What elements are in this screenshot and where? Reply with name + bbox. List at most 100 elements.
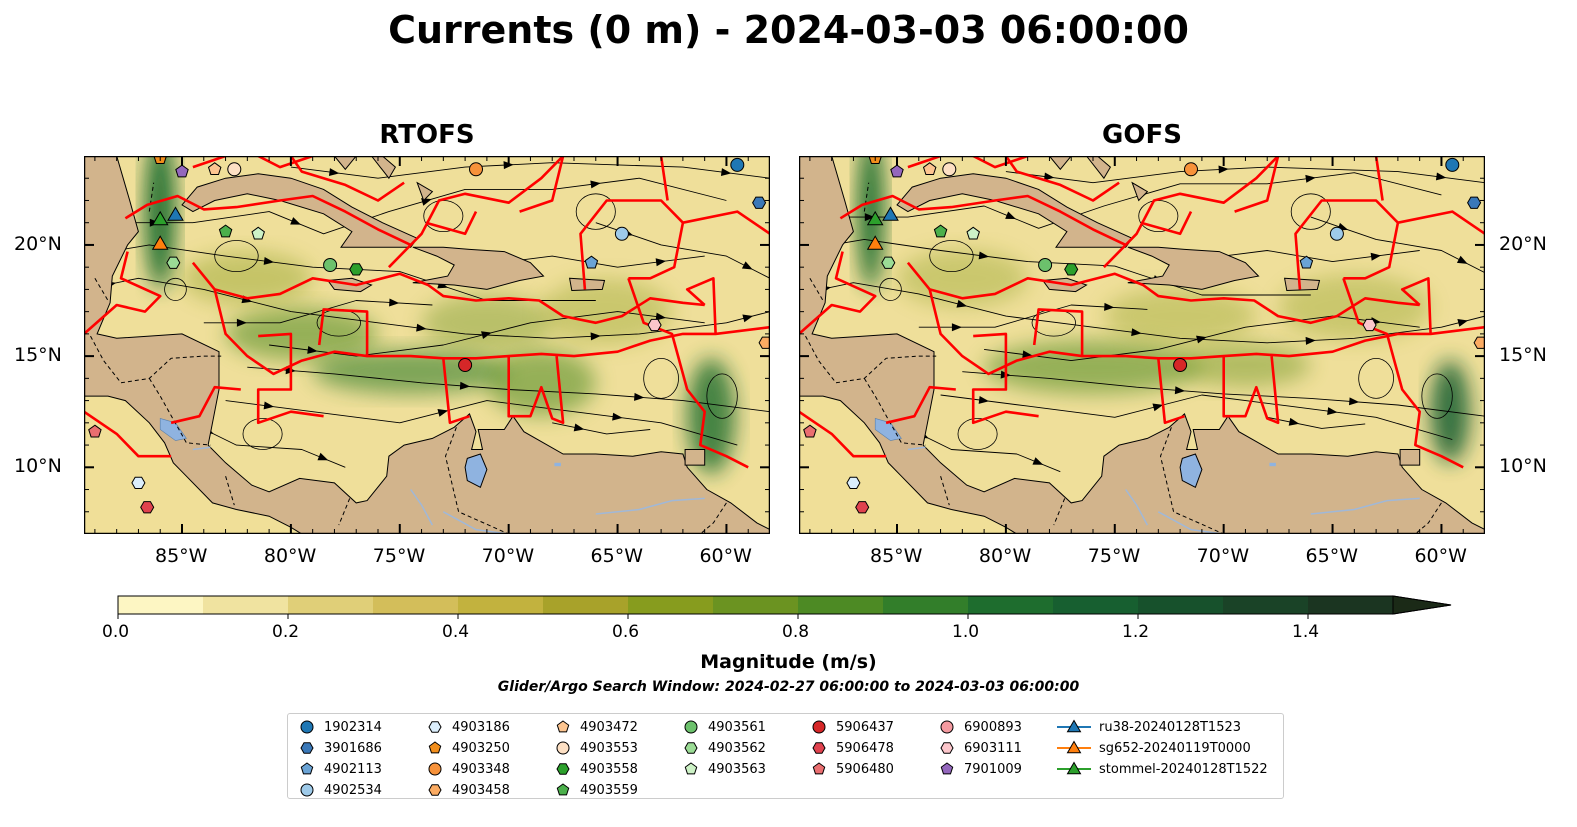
streamline-arrow <box>1043 172 1055 181</box>
argo-float-marker <box>175 164 189 178</box>
argo-float-marker <box>166 256 181 269</box>
legend-label: 6900893 <box>964 719 1022 735</box>
argo-float-marker <box>349 263 364 276</box>
land-mass <box>568 277 606 292</box>
eez-boundary <box>659 156 669 201</box>
legend-symbol <box>428 721 442 733</box>
eez-boundary <box>1294 199 1400 290</box>
lon-tick-label: 85°W <box>870 545 923 567</box>
argo-float-marker <box>966 226 980 240</box>
country-border <box>1053 498 1066 526</box>
argo-float-marker <box>803 424 817 438</box>
country-border <box>809 278 824 301</box>
argo-float-marker <box>323 258 338 272</box>
argo-float-marker <box>88 424 102 438</box>
colorbar-tick-label: 0.2 <box>272 622 300 642</box>
streamline-arrow <box>573 423 585 432</box>
eez-boundary <box>387 156 565 269</box>
legend-entry: 4903559 <box>554 782 638 798</box>
streamline-arrow <box>1196 335 1207 344</box>
argo-float-marker <box>1329 226 1344 241</box>
current-speed-zone <box>421 293 553 352</box>
argo-float-marker <box>1299 255 1314 269</box>
argo-float-marker <box>218 224 233 238</box>
current-speed-zone <box>1103 287 1257 345</box>
streamline-arrow <box>978 395 990 404</box>
current-speed-zone <box>312 349 509 394</box>
legend-symbol <box>940 720 954 734</box>
streamline-eddy <box>706 373 738 419</box>
streamline <box>225 400 738 446</box>
legend-label: sg652-20240119T0000 <box>1099 740 1251 756</box>
land-mass <box>412 246 545 290</box>
colorbar-extend-arrow <box>1392 595 1452 615</box>
legend-marker <box>300 783 314 797</box>
eez-boundary <box>928 289 1485 376</box>
eez-boundary <box>907 156 942 169</box>
land-mass <box>684 449 706 466</box>
argo-float-marker <box>207 162 222 176</box>
lon-tick-label: 60°W <box>1414 545 1467 567</box>
legend-symbol <box>812 762 826 775</box>
panel-title-rtofs: RTOFS <box>379 120 475 150</box>
lon-tick-label: 70°W <box>481 545 535 567</box>
colorbar-segment <box>1053 596 1139 614</box>
streamline-eddy <box>879 277 902 301</box>
eez-boundary <box>442 358 470 425</box>
country-border <box>148 378 211 446</box>
legend-entry: 4903562 <box>682 740 766 756</box>
argo-float-marker <box>1467 196 1482 209</box>
colorbar-segment <box>628 596 714 614</box>
streamline-arrow <box>1349 397 1360 406</box>
streamline-eddy <box>643 357 679 399</box>
colorbar-tick-label: 0.0 <box>102 622 130 642</box>
lat-tick-label-left: 20°N <box>14 232 62 255</box>
streamline-arrow <box>328 168 340 177</box>
legend-marker <box>940 762 954 775</box>
legend-entry: 6900893 <box>938 719 1022 735</box>
argo-float-marker <box>1445 157 1460 172</box>
legend-label: 4903186 <box>452 719 510 735</box>
eez-boundary <box>1140 211 1193 236</box>
legend-symbol <box>556 783 570 796</box>
legend-label: 4903558 <box>580 761 638 777</box>
country-border <box>225 476 235 506</box>
legend-marker <box>1057 761 1091 775</box>
streamline <box>831 172 1442 229</box>
land-mass <box>333 156 357 171</box>
streamline-arrow <box>1152 403 1164 412</box>
streamline-arrow <box>459 381 471 390</box>
colorbar-tick-label: 0.8 <box>782 622 810 642</box>
legend-entry: 4903561 <box>682 719 766 735</box>
eez-boundary <box>84 410 172 458</box>
lat-tick-label-right: 20°N <box>1499 232 1547 255</box>
legend-entry: 6903111 <box>938 740 1022 756</box>
eez-boundary <box>256 332 324 425</box>
legend-entry: 3901686 <box>298 740 382 756</box>
legend-marker <box>556 783 570 796</box>
colorbar-segment <box>373 596 459 614</box>
legend-symbol <box>300 742 314 754</box>
streamline-arrow <box>1288 417 1300 426</box>
colorbar-segment <box>458 596 544 614</box>
legend-marker <box>684 720 698 734</box>
streamline-eddy <box>242 417 283 450</box>
river <box>595 497 705 515</box>
legend-entry: 4903472 <box>554 719 638 735</box>
legend-entry: 4903250 <box>426 740 510 756</box>
eez-boundary <box>191 261 705 325</box>
eez-boundary <box>1004 156 1120 202</box>
legend-label: 4903563 <box>708 761 766 777</box>
country-border <box>863 378 926 446</box>
country-border <box>805 335 937 384</box>
glider-marker <box>882 206 899 221</box>
legend-label: 4902113 <box>324 761 382 777</box>
colorbar-tick-label: 1.2 <box>1122 622 1150 642</box>
eez-boundary <box>885 385 956 425</box>
streamline <box>940 394 1453 440</box>
eez-boundary <box>1400 277 1432 334</box>
legend-symbol <box>300 720 314 734</box>
country-border <box>444 427 509 534</box>
river <box>907 446 926 451</box>
land-mass <box>1048 156 1072 171</box>
